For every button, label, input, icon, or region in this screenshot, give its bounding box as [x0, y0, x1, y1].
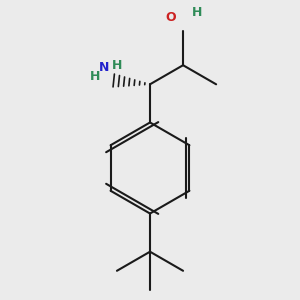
- Text: N: N: [99, 61, 109, 74]
- Text: H: H: [192, 6, 202, 19]
- Text: H: H: [89, 70, 100, 83]
- Text: H: H: [112, 59, 122, 72]
- Text: O: O: [165, 11, 176, 23]
